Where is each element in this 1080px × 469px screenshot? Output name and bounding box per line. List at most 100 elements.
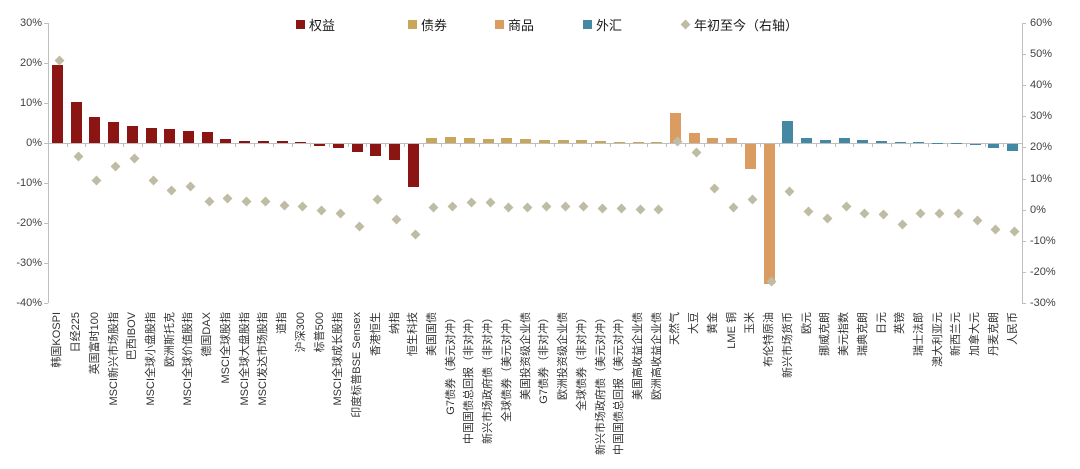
ytd-diamond-icon [335,208,346,219]
category-tick [347,143,349,147]
x-axis-label: 中国国债总回报（非对冲） [463,312,476,444]
x-axis-label: 美国高收益企业债 [632,312,645,400]
right-axis-tick [1022,85,1026,87]
bar [126,126,138,143]
ytd-diamond-icon [466,197,477,208]
bar [426,138,438,143]
category-tick [441,143,443,147]
x-axis-label: MSCI全球大盘股指 [238,312,251,406]
left-axis-tick [44,23,48,24]
legend-item: 商品 [495,16,534,33]
ytd-diamond-icon [260,196,271,207]
category-tick [647,143,649,147]
left-axis-tick [44,223,48,224]
ytd-diamond-icon [485,197,496,208]
left-axis-tick-label: 30% [19,17,42,29]
left-axis-tick-label: 20% [19,57,42,69]
left-axis-tick [44,143,48,144]
ytd-diamond-icon [878,209,889,219]
x-axis-label: 布伦特原油 [763,312,776,367]
right-axis-tick [1022,116,1026,118]
category-tick [535,143,536,147]
bar [407,144,419,188]
category-tick [797,143,799,147]
bar [145,128,157,143]
category-tick [890,143,892,147]
left-axis-tick-label: -40% [16,297,42,309]
x-axis-label: 英镑 [894,312,907,334]
ytd-diamond-icon [953,208,964,219]
category-tick [778,143,780,147]
legend-item: 外汇 [583,16,622,33]
bar [351,144,363,152]
ytd-diamond-icon [129,153,140,164]
ytd-diamond-icon [297,201,308,212]
left-axis-tick [44,63,48,64]
bar [876,141,888,143]
category-tick [197,143,199,147]
category-tick [1022,143,1023,147]
x-axis-label: 澳大利亚元 [931,312,944,367]
x-axis-label: 恒生科技 [407,312,420,356]
category-tick [497,143,499,147]
category-tick [328,143,330,147]
ytd-diamond-icon [560,201,571,212]
right-axis-tick [1022,147,1026,149]
x-axis-label: 加拿大元 [969,312,982,356]
bar [838,138,850,143]
bar [744,144,756,170]
ytd-diamond-icon [747,194,758,205]
ytd-diamond-icon [616,203,627,214]
x-axis-label: 香港恒生 [369,312,382,356]
bar [894,142,906,144]
left-axis-tick [44,303,48,304]
left-axis-tick [44,183,48,184]
x-axis-label: 瑞典克朗 [856,312,869,356]
ytd-diamond-icon [803,206,814,217]
left-axis-tick-label: -10% [16,177,42,189]
bar [276,141,288,143]
right-axis-tick [1022,23,1026,24]
right-axis-tick-label: 40% [1030,79,1053,92]
ytd-diamond-icon [691,147,702,158]
category-tick [947,143,949,147]
bar [857,139,869,143]
right-axis-tick-label: 30% [1030,110,1053,123]
left-axis-tick [44,263,48,264]
x-axis-label: 黄金 [706,312,719,334]
bar [988,144,1000,148]
x-axis-label: LME 铜 [725,312,738,349]
category-tick [572,143,574,147]
ytd-diamond-icon [597,203,608,214]
bar [932,142,944,144]
category-tick [403,143,405,147]
right-axis-line [1022,23,1023,303]
bar [89,116,101,143]
bar [950,142,962,144]
x-axis-label: 韩国KOSPI [51,312,64,368]
ytd-diamond-icon [204,196,215,207]
x-axis-label: 巴西IBOV [126,312,139,361]
bar [164,128,176,143]
ytd-diamond-icon [222,193,233,204]
category-tick [684,143,686,147]
x-axis-label: 德国DAX [201,312,214,357]
category-tick [460,143,462,147]
x-axis-label: 欧洲斯托克 [163,312,176,367]
bar [182,130,194,143]
category-tick [66,143,68,147]
category-tick [478,143,480,147]
category-tick [422,143,424,147]
category-tick [85,143,87,147]
legend-item: 年初至今（右轴） [680,16,798,33]
bar [632,142,644,144]
ytd-diamond-icon [653,204,664,215]
category-tick [310,143,312,147]
x-axis-label: 中国国债总回报（美元对冲） [613,312,626,455]
x-axis-label: 日元 [875,312,888,334]
bar [538,140,550,143]
bar [707,138,719,143]
right-axis-tick [1022,209,1026,211]
bar [445,137,457,143]
